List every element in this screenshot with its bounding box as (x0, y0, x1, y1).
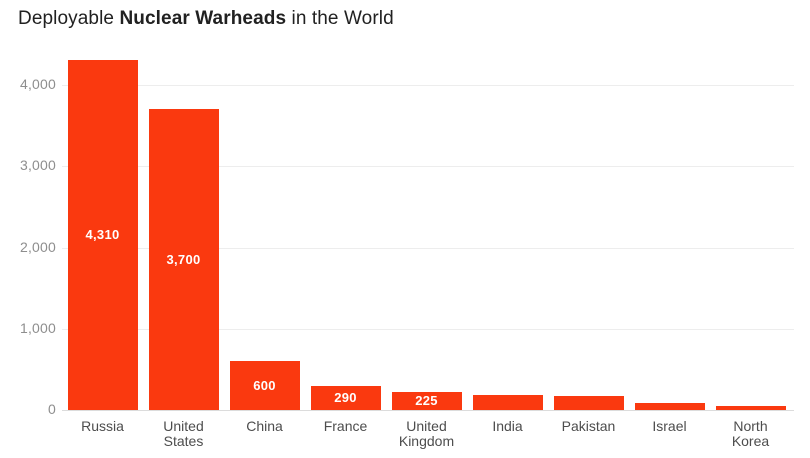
bar-france (310, 386, 381, 410)
x-axis-category-label: China (246, 418, 283, 434)
bar-value-label: 600 (253, 377, 276, 393)
bar-israel (634, 402, 705, 410)
bar-united-states (148, 109, 219, 410)
chart-title-prefix: Deployable (18, 8, 120, 29)
chart-title: Deployable Nuclear Warheads in the World (18, 6, 394, 32)
gridline-y-1000 (62, 328, 794, 330)
y-axis-tick-label: 0 (48, 401, 56, 417)
y-axis-tick-label: 2,000 (19, 238, 56, 255)
gridline-y-4000 (62, 85, 794, 86)
bar-value-label: 225 (415, 392, 438, 408)
x-axis-category-label: Russia (81, 418, 124, 434)
bar-value-label: 3,700 (166, 251, 201, 267)
x-axis-category-label: North Korea (731, 418, 770, 449)
bar-pakistan (553, 396, 624, 410)
gridline-y-0 (62, 410, 794, 411)
x-axis-category-label: France (323, 418, 368, 434)
y-axis-tick-label: 3,000 (19, 157, 56, 174)
x-axis-category-label: United Kingdom (398, 418, 455, 449)
bar-india (472, 395, 543, 410)
gridline-y-2000 (62, 247, 794, 249)
y-axis-tick-label: 4,000 (19, 76, 56, 92)
chart-title-suffix: in the World (286, 8, 394, 29)
x-axis-category-label: United States (163, 418, 204, 449)
bar-value-label: 4,310 (85, 226, 120, 242)
bar-china (229, 361, 300, 410)
bar-value-label: 290 (334, 390, 357, 406)
x-axis-category-label: Pakistan (561, 418, 616, 434)
bar-united-kingdom (391, 391, 462, 410)
chart-title-emphasis: Nuclear Warheads (119, 8, 287, 29)
y-axis-tick-label: 1,000 (19, 319, 56, 336)
gridline-y-3000 (62, 166, 794, 168)
bar-north-korea (715, 405, 786, 410)
x-axis-category-label: Israel (652, 418, 687, 434)
x-axis-category-label: India (492, 418, 523, 434)
bar-russia (67, 59, 138, 410)
